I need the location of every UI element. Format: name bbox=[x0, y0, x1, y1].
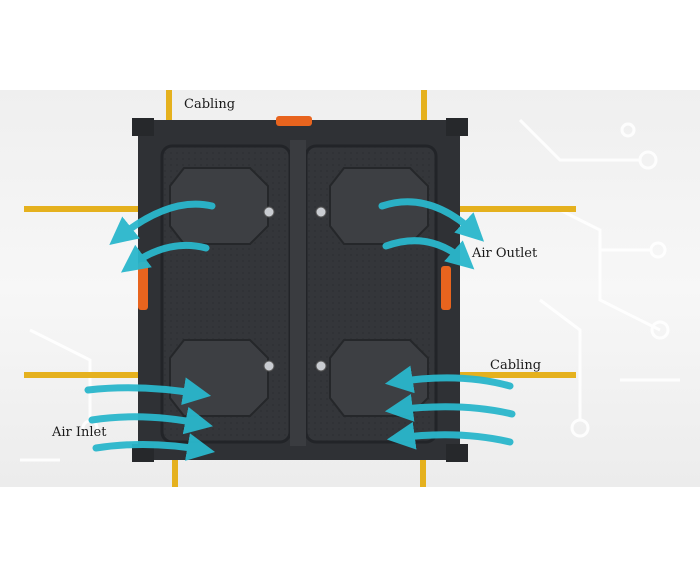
airflow-arrow-icon bbox=[88, 406, 213, 435]
airflow-arrow-icon bbox=[384, 394, 516, 422]
cable-top-right bbox=[421, 90, 427, 126]
cable-left-upper bbox=[24, 206, 144, 212]
cabling-top-label: Cabling bbox=[184, 97, 236, 112]
airflow-arrow-icon bbox=[92, 433, 216, 461]
cable-bottom-right bbox=[420, 455, 426, 487]
air-inlet-label: Air Inlet bbox=[52, 425, 107, 440]
handle-right bbox=[441, 266, 451, 310]
airflow-arrow-icon bbox=[382, 237, 475, 270]
airflow-arrow-icon bbox=[84, 377, 212, 406]
cabling-right-label: Cabling bbox=[490, 358, 542, 373]
handle-left bbox=[138, 262, 148, 310]
cable-left-lower bbox=[24, 372, 144, 378]
cable-right-upper bbox=[452, 206, 576, 212]
air-outlet-label: Air Outlet bbox=[472, 246, 538, 261]
cable-right-lower bbox=[452, 372, 576, 378]
airflow-arrow-icon bbox=[120, 241, 210, 273]
cables bbox=[24, 90, 576, 487]
cable-bottom-left bbox=[172, 455, 178, 487]
airflow-arrow-icon bbox=[109, 200, 216, 246]
circuit-decoration bbox=[20, 118, 680, 462]
cable-top-left bbox=[166, 90, 172, 126]
airflow-arrow-icon bbox=[378, 198, 485, 242]
airflow-arrows bbox=[84, 198, 516, 461]
airflow-arrow-icon bbox=[384, 365, 514, 394]
airflow-arrow-icon bbox=[386, 421, 514, 450]
